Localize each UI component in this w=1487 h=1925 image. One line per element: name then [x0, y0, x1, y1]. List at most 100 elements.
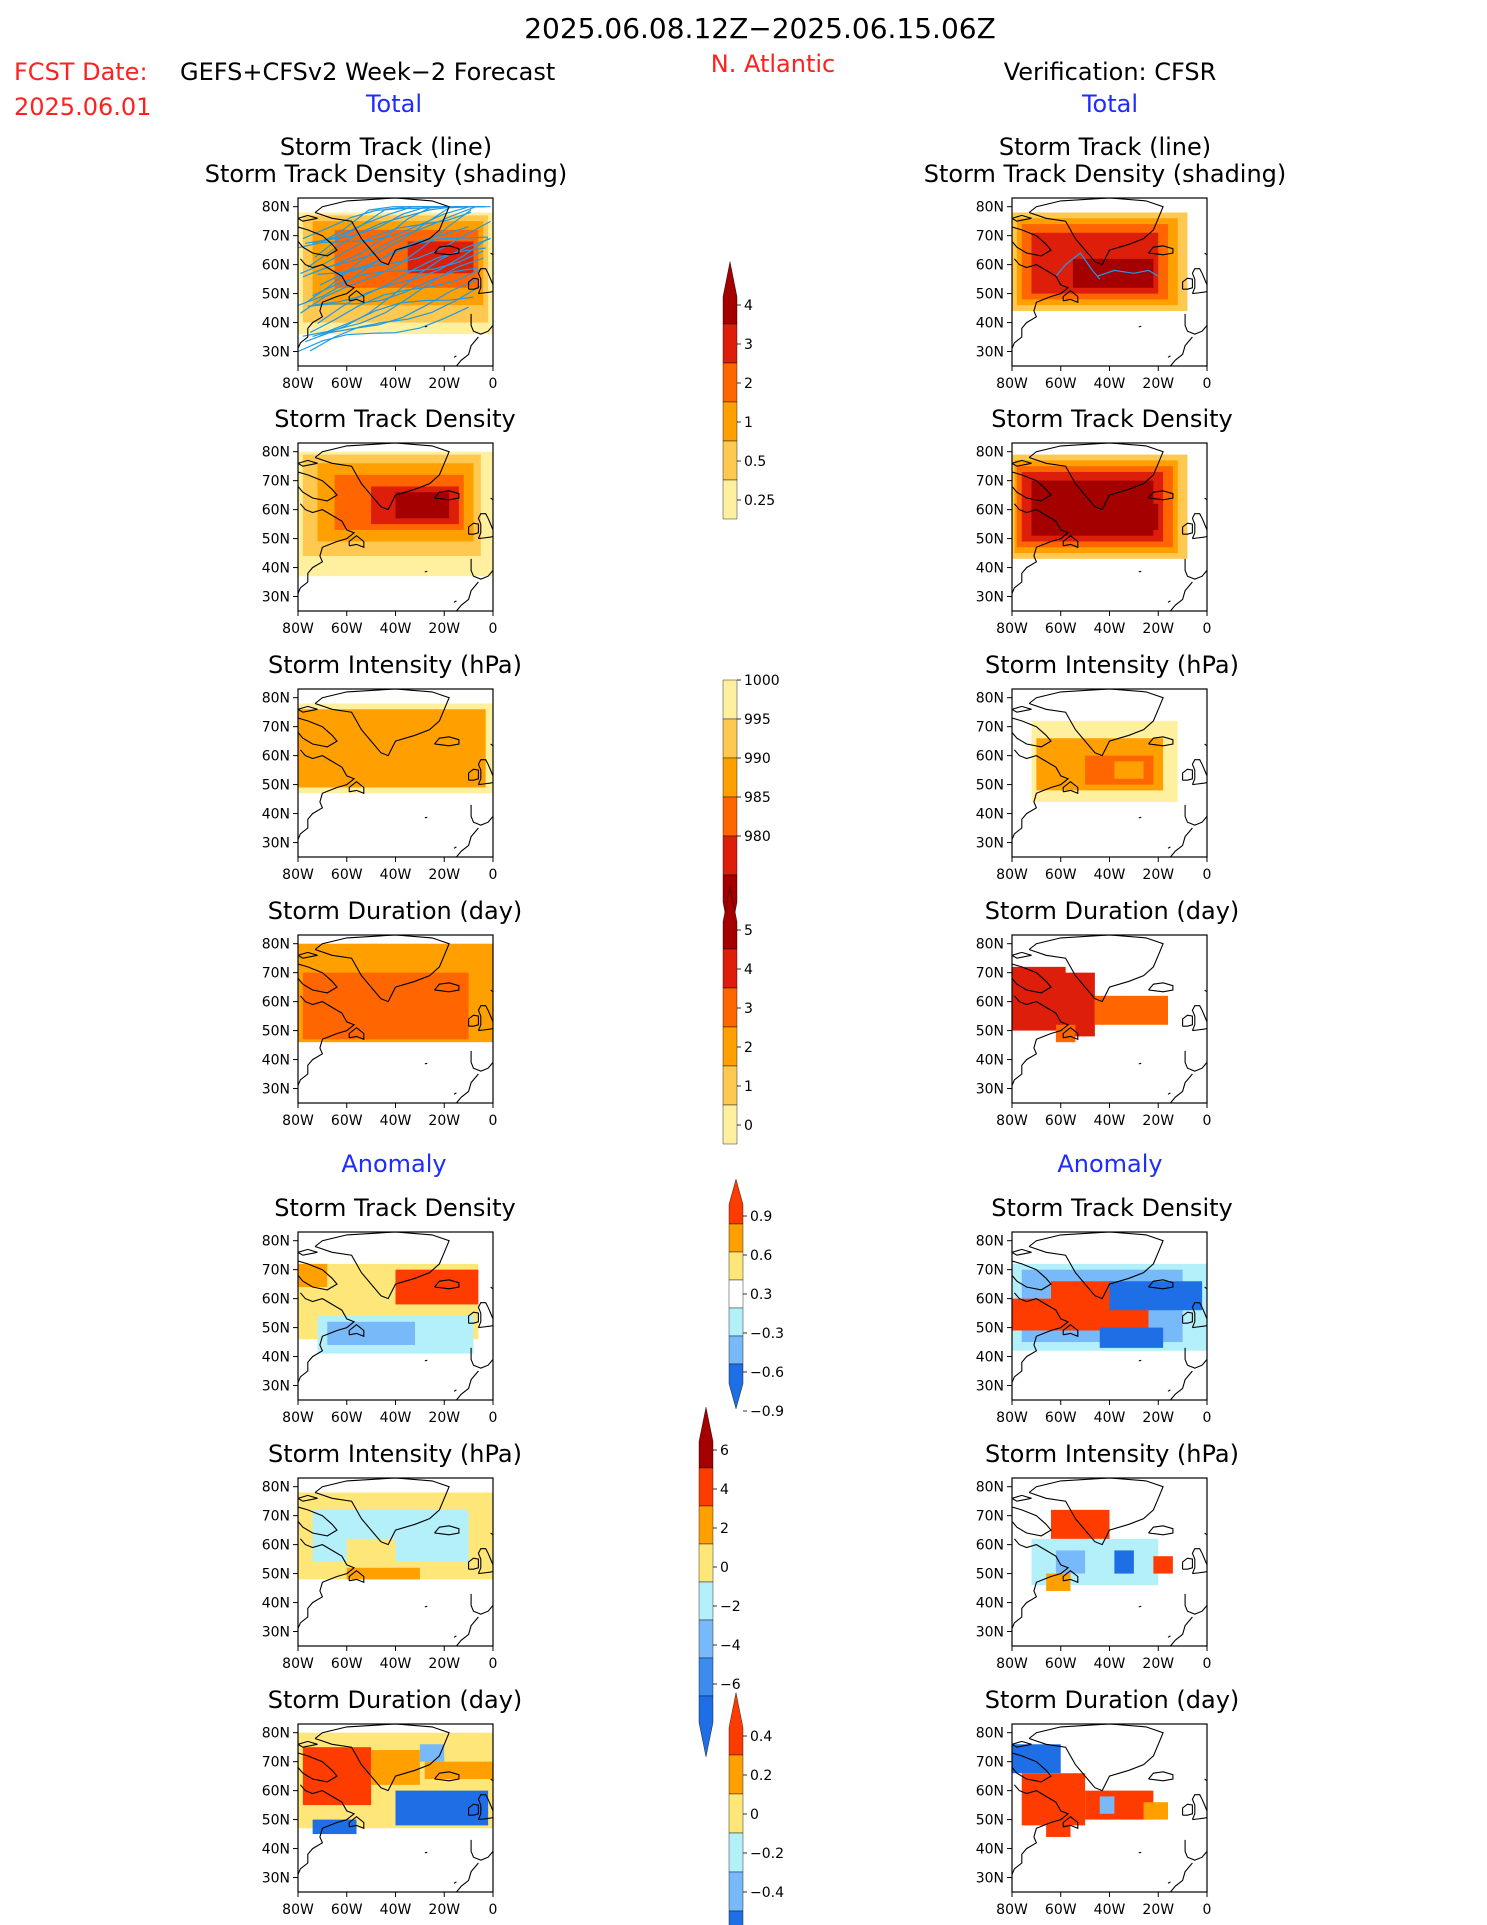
colorbar-swatch: [728, 1307, 744, 1337]
lon-tick-label: 0: [489, 621, 498, 637]
coastline: [1062, 780, 1079, 795]
coastline: [1191, 1794, 1207, 1821]
coastline: [298, 1740, 318, 1748]
storm-track-line: [317, 236, 489, 275]
lat-tick-label: 50N: [976, 287, 1004, 303]
lon-tick-label: 60W: [1045, 1410, 1077, 1426]
lat-tick-label: 50N: [976, 1567, 1004, 1583]
shading-cell: [1143, 1802, 1168, 1820]
colorbar-label: 980: [744, 829, 771, 845]
lon-tick-label: 80W: [282, 867, 314, 883]
lat-tick-label: 80N: [262, 445, 290, 461]
coastline: [1012, 1752, 1052, 1783]
coastline: [1184, 558, 1207, 580]
coastline: [1012, 963, 1052, 994]
colorbar-label: −0.6: [750, 1365, 784, 1381]
coastline: [1012, 995, 1070, 1086]
coastline: [1012, 749, 1070, 840]
colorbar-label: 4: [744, 962, 753, 978]
coastline: [477, 513, 493, 540]
coastline: [470, 558, 493, 580]
colorbar-label: 4: [744, 298, 753, 314]
lat-tick-label: 70N: [262, 1263, 290, 1279]
shading-cell: [1109, 1281, 1203, 1311]
coastline: [348, 1323, 365, 1338]
lat-tick-label: 80N: [976, 1726, 1004, 1742]
section-total-right: Total: [1081, 90, 1138, 118]
lon-tick-label: 20W: [1142, 1113, 1174, 1129]
section-total-left: Total: [365, 90, 422, 118]
coastline: [1012, 1292, 1070, 1383]
colorbar-label: 985: [744, 790, 771, 806]
coastline: [1148, 1525, 1174, 1536]
coastline: [1182, 277, 1193, 290]
colorbar-swatch: [722, 1026, 738, 1067]
lat-tick-label: 30N: [262, 1082, 290, 1098]
lat-tick-label: 70N: [262, 720, 290, 736]
panel-anom-density-verification: 80N 70N 60N 50N 40N 30N 80W 60W 40W 20W 0: [976, 1231, 1211, 1426]
storm-track-line: [298, 306, 469, 353]
coastline: [1182, 1803, 1193, 1816]
lon-tick-label: 0: [1203, 1902, 1212, 1918]
lat-tick-label: 50N: [976, 778, 1004, 794]
lon-tick-label: 80W: [996, 376, 1028, 392]
panel-track-verification: 80N 70N 60N 50N 40N 30N 80W 60W 40W 20W 0: [976, 197, 1212, 392]
coastline: [1062, 534, 1079, 549]
lon-tick-label: 20W: [428, 1410, 460, 1426]
colorbar-label: −0.4: [750, 1885, 784, 1901]
lon-tick-label: 60W: [331, 867, 363, 883]
lat-tick-label: 40N: [976, 1842, 1004, 1858]
lon-tick-label: 0: [1203, 376, 1212, 392]
lon-tick-label: 60W: [331, 376, 363, 392]
lon-tick-label: 40W: [1094, 376, 1126, 392]
coastline: [470, 1593, 493, 1615]
coastline: [298, 1784, 356, 1875]
coastline: [1167, 600, 1171, 603]
coastline: [1012, 226, 1052, 257]
coastline: [424, 325, 428, 328]
colorbar-swatch: [722, 479, 738, 520]
coastline: [298, 717, 338, 748]
coastline: [1012, 471, 1052, 502]
shading-cell: [1046, 1819, 1071, 1837]
lat-tick-label: 50N: [976, 1321, 1004, 1337]
coastline: [468, 1803, 479, 1816]
lon-tick-label: 0: [489, 1902, 498, 1918]
lat-tick-label: 40N: [262, 1053, 290, 1069]
title-density-left: Storm Track Density: [274, 405, 515, 433]
colorbar-anom-duration: 0.4 0.2 0 −0.2 −0.4: [728, 1692, 784, 1925]
lon-tick-label: 0: [489, 1410, 498, 1426]
lon-tick-label: 40W: [1094, 1902, 1126, 1918]
lon-tick-label: 20W: [428, 376, 460, 392]
lat-tick-label: 60N: [262, 1784, 290, 1800]
coastline: [434, 982, 460, 993]
coastline: [1062, 1026, 1079, 1041]
colorbar-swatch: [698, 1505, 714, 1545]
coastline: [455, 1616, 479, 1646]
lon-tick-label: 0: [1203, 1113, 1212, 1129]
coastline: [434, 1771, 460, 1782]
colorbar-label: 4: [720, 1482, 729, 1498]
coastline: [470, 804, 493, 826]
lat-tick-label: 60N: [976, 1784, 1004, 1800]
shading-cell: [312, 1819, 357, 1835]
storm-track-line: [1055, 252, 1101, 280]
lat-tick-label: 30N: [262, 1871, 290, 1887]
lon-tick-label: 80W: [996, 1902, 1028, 1918]
colorbar-swatch: [728, 1832, 744, 1873]
shading-cell: [1094, 995, 1168, 1025]
lat-tick-label: 60N: [976, 1538, 1004, 1554]
coastline: [1012, 1494, 1032, 1502]
coastline: [1184, 804, 1207, 826]
lat-tick-label: 60N: [976, 503, 1004, 519]
coastline: [1184, 1050, 1207, 1072]
lat-tick-label: 40N: [262, 1596, 290, 1612]
lat-tick-label: 80N: [262, 200, 290, 216]
coastline: [434, 245, 460, 256]
lon-tick-label: 20W: [428, 1656, 460, 1672]
coastline: [1148, 1279, 1174, 1290]
section-anomaly-right: Anomaly: [1057, 1150, 1162, 1178]
lon-tick-label: 20W: [1142, 1656, 1174, 1672]
shading-cell: [1055, 1024, 1076, 1043]
colorbar-swatch: [698, 1543, 714, 1583]
